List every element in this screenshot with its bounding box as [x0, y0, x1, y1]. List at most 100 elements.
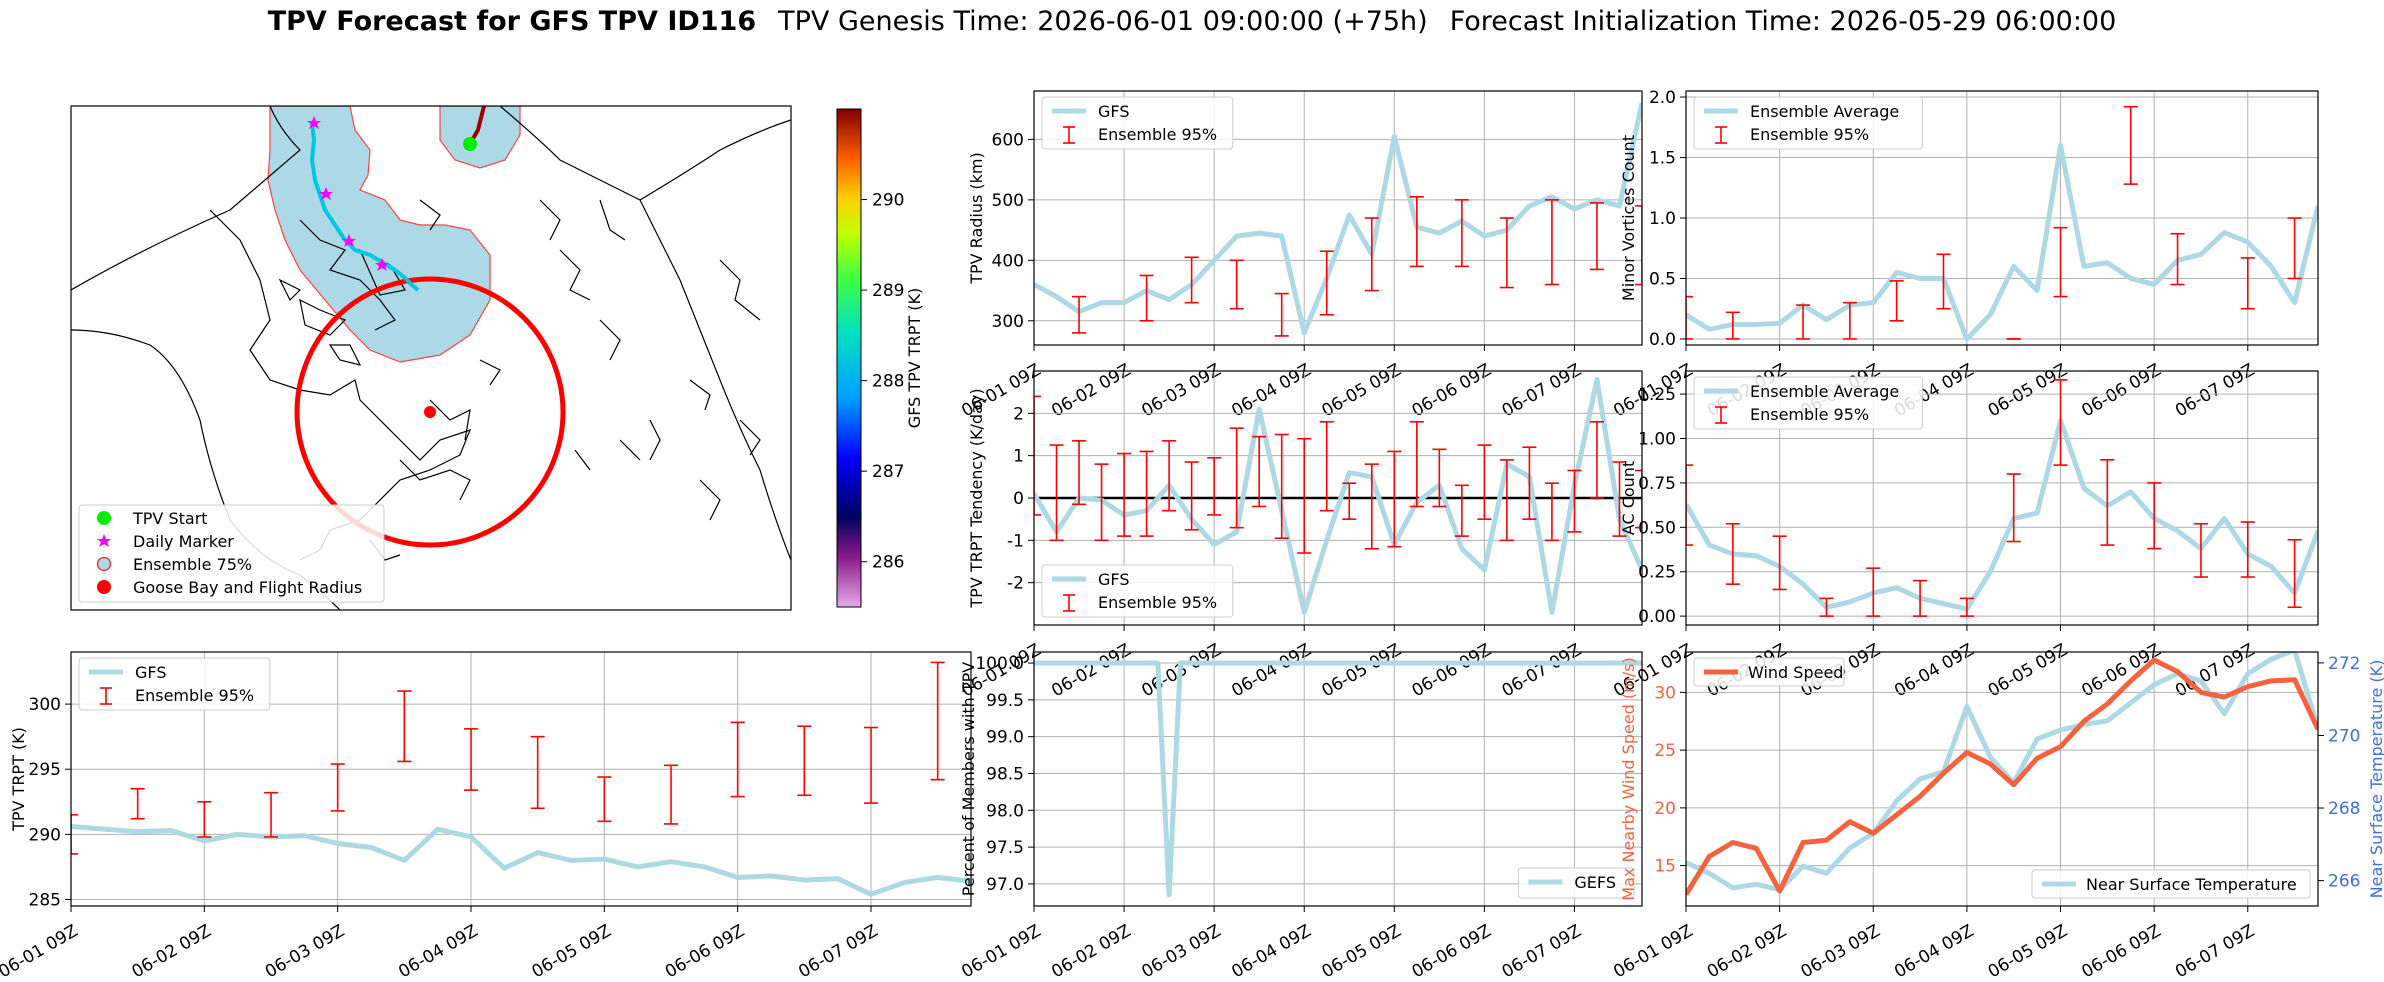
y-tick-label: 98.0 [986, 801, 1024, 821]
legend-bar-label: Ensemble 95% [135, 686, 254, 705]
x-tick-label: 06-05 09Z [529, 921, 615, 982]
axes-frame [1033, 651, 1643, 907]
legend-bar-label: Ensemble 95% [1098, 593, 1217, 612]
ensemble-75-area [267, 106, 491, 363]
series-gfs-line [1686, 142, 2318, 342]
ensemble-errorbar [797, 725, 812, 797]
ensemble-errorbar [1387, 450, 1402, 548]
daily-markers [307, 116, 389, 271]
ensemble-errorbar [1094, 463, 1109, 542]
x-tick-label: 06-03 09Z [1138, 360, 1224, 421]
x-tick-label: 06-01 09Z [958, 921, 1044, 982]
y-tick-label: 0.0 [1649, 330, 1676, 350]
ensemble-errorbar [1162, 440, 1177, 512]
ensemble-75-area-2 [439, 106, 521, 169]
y-tick-label: 0.00 [1638, 607, 1676, 627]
legend-line-label: GFS [1098, 102, 1129, 121]
ensemble-errorbar [1686, 464, 1693, 546]
chart-legend: GFS Ensemble 95% [78, 657, 271, 711]
ensemble-errorbar [1034, 395, 1041, 516]
ensemble-errorbar [1589, 202, 1604, 271]
ensemble-errorbar [2240, 257, 2255, 310]
ensemble-errorbar [1319, 420, 1334, 512]
plot-area [1034, 660, 1642, 898]
ensemble-errorbar [1842, 301, 1857, 340]
x-tick-label: 06-03 09Z [1138, 921, 1224, 982]
x-tick-label: 06-07 09Z [2172, 360, 2258, 421]
ensemble-errorbar [1409, 196, 1424, 268]
y-right-tick-label: 266 [2328, 872, 2360, 892]
ensemble-errorbar [664, 764, 678, 825]
legend-goose-bay: Goose Bay and Flight Radius [133, 578, 362, 597]
ensemble-errorbar [2287, 538, 2302, 609]
map-panel: TPV Start Daily Marker Ensemble 75% Goos… [70, 105, 924, 611]
x-tick-label: 06-02 09Z [1048, 360, 1134, 421]
ensemble-errorbar [1635, 205, 1642, 286]
y-tick-label: 285 [29, 890, 61, 910]
ensemble-errorbar [1725, 311, 1740, 340]
x-tick-label: 06-01 09Z [0, 921, 82, 982]
x-tick-label: 06-03 09Z [1797, 921, 1883, 982]
legend-box [1517, 867, 1635, 899]
x-tick-label: 06-05 09Z [1319, 360, 1405, 421]
ensemble-errorbar [1049, 444, 1064, 542]
ensemble-errorbar [1274, 433, 1289, 540]
legend-ensemble-75: Ensemble 75% [133, 555, 252, 574]
ensemble-errorbar [2240, 521, 2255, 578]
ensemble-errorbar [1959, 597, 1974, 617]
x-tick-label: 06-07 09Z [795, 921, 881, 982]
y-tick-label: 300 [992, 312, 1024, 332]
ensemble-errorbar [1432, 448, 1447, 508]
plot-area [71, 661, 971, 897]
coastlines [71, 106, 791, 610]
map-legend: TPV Start Daily Marker Ensemble 75% Goos… [78, 504, 385, 603]
colorbar-label: GFS TPV TRPT (K) [905, 288, 924, 428]
series-gfs-line [1034, 376, 1642, 615]
ensemble-errorbar [264, 791, 278, 838]
ensemble-errorbar [71, 814, 78, 855]
y-tick-label: 1.00 [1638, 429, 1676, 449]
legend-line-label: Ensemble Average [1750, 102, 1899, 121]
ensemble-errorbar [2123, 105, 2138, 185]
legend-goose-bay-icon [97, 580, 111, 594]
x-tick-label: 06-05 09Z [1985, 360, 2071, 421]
ensemble-errorbar [1772, 535, 1787, 591]
legend-wind-label: Wind Speed [1748, 663, 1843, 682]
plot-area [1034, 102, 1642, 337]
ensemble-errorbar [397, 690, 412, 763]
y-tick-label: 98.5 [986, 764, 1024, 784]
legend-line-label: Ensemble Average [1750, 382, 1899, 401]
x-tick-label: 06-05 09Z [1319, 640, 1405, 701]
chart-legend: Ensemble Average Ensemble 95% [1693, 96, 1923, 150]
chart-legend: Ensemble Average Ensemble 95% [1693, 376, 1923, 430]
series-temperature [1686, 652, 2318, 893]
x-tick-label: 06-05 09Z [1319, 921, 1405, 982]
genesis-time: TPV Genesis Time: 2026-06-01 09:00:00 (+… [778, 6, 1428, 37]
y-tick-label: 295 [29, 760, 61, 780]
y-axis-label: Minor Vortices Count [1619, 135, 1638, 301]
ensemble-errorbar [1072, 440, 1087, 506]
series-gfs-line [1686, 418, 2318, 612]
legend-daily-marker: Daily Marker [133, 532, 234, 551]
ensemble-errorbar [1612, 461, 1627, 537]
ensemble-errorbar [1522, 446, 1537, 520]
axes-frame [1685, 90, 2319, 346]
x-tick-label: 06-06 09Z [2078, 360, 2164, 421]
ensemble-errorbar [1342, 482, 1357, 520]
y-tick-label: 0 [1013, 489, 1024, 509]
ensemble-errorbar [1117, 452, 1132, 537]
tpv-start-marker [463, 137, 477, 151]
y-axis-label: AC Count [1619, 461, 1638, 535]
ensemble-errorbar [1409, 420, 1424, 508]
y-tick-label: 99.0 [986, 728, 1024, 748]
x-tick-label: 06-05 09Z [1985, 921, 2071, 982]
ensemble-errorbar [1567, 469, 1582, 533]
plot-area [1686, 652, 2318, 896]
colorbar: 290 289 288 287 286 GFS TPV TRPT (K) [836, 108, 924, 608]
colorbar-tick-label: 290 [872, 191, 904, 211]
ensemble-errorbar [1686, 295, 1693, 340]
ensemble-errorbar [2147, 482, 2162, 550]
x-tick-label: 06-04 09Z [1228, 360, 1314, 421]
y-tick-label: 2 [1013, 404, 1024, 424]
